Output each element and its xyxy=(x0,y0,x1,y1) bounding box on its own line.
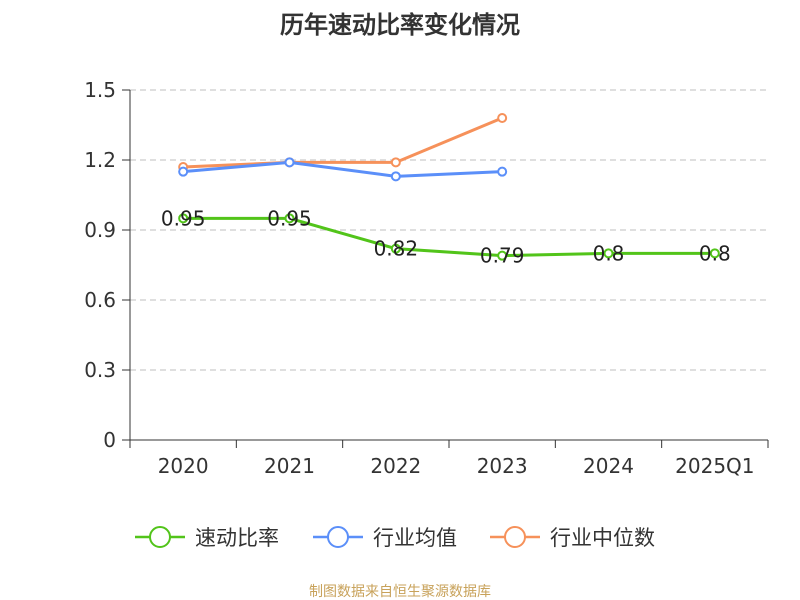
y-tick-label-3: 0.9 xyxy=(84,218,116,242)
axes: 0 0.3 0.6 0.9 1.2 1.5 2020 2021 2022 2023 2024 2025… xyxy=(84,78,769,478)
grid xyxy=(130,89,768,371)
series-2-point-2 xyxy=(390,157,401,168)
series-1-point-0 xyxy=(178,166,189,177)
series-0-point-3 xyxy=(497,250,508,261)
series-group xyxy=(178,113,720,261)
legend-swatch-marker-0 xyxy=(149,526,171,548)
legend-item-0: 速动比率 xyxy=(135,526,279,550)
series-0-point-0 xyxy=(178,213,189,224)
data-label-3: 0.79 xyxy=(480,244,525,268)
legend-swatch-marker-1 xyxy=(327,526,349,548)
x-tick-label-1: 2021 xyxy=(264,454,315,478)
series-1-point-3 xyxy=(497,166,508,177)
series-0-point-2 xyxy=(390,243,401,254)
x-tick-label-5: 2025Q1 xyxy=(675,454,754,478)
series-1-point-2 xyxy=(390,171,401,182)
series-line-0 xyxy=(181,216,717,258)
legend-label-1: 行业均值 xyxy=(373,526,457,550)
x-tick-label-2: 2022 xyxy=(370,454,421,478)
series-2-point-3 xyxy=(497,113,508,123)
series-1-point-1 xyxy=(284,157,295,168)
data-labels: 0.95 0.95 0.82 0.79 0.8 0.8 xyxy=(161,206,731,267)
x-tick-label-3: 2023 xyxy=(477,454,528,478)
legend-label-2: 行业中位数 xyxy=(550,526,655,550)
y-tick-label-2: 0.6 xyxy=(84,288,116,312)
data-label-2: 0.82 xyxy=(374,237,419,261)
legend-label-0: 速动比率 xyxy=(195,526,279,550)
series-0-point-4 xyxy=(603,248,614,259)
legend-item-1: 行业均值 xyxy=(313,526,457,550)
chart-title: 历年速动比率变化情况 xyxy=(280,11,520,39)
legend: 速动比率 行业均值 行业中位数 xyxy=(135,526,655,550)
y-tick-label-5: 1.5 xyxy=(84,78,116,102)
data-label-4: 0.8 xyxy=(593,241,625,265)
y-tick-label-1: 0.3 xyxy=(84,358,116,382)
series-0-point-5 xyxy=(709,248,720,259)
series-line-1 xyxy=(181,160,504,178)
x-tick-label-0: 2020 xyxy=(158,454,209,478)
y-tick-label-0: 0 xyxy=(103,428,116,452)
series-0-point-1 xyxy=(284,213,295,224)
legend-item-2: 行业中位数 xyxy=(490,526,655,550)
y-tick-label-4: 1.2 xyxy=(84,148,116,172)
legend-swatch-marker-2 xyxy=(504,526,526,548)
x-tick-label-4: 2024 xyxy=(583,454,634,478)
source-note: 制图数据来自恒生聚源数据库 xyxy=(309,584,491,600)
series-line-2 xyxy=(181,116,504,169)
data-label-5: 0.8 xyxy=(699,241,731,265)
data-label-0: 0.95 xyxy=(161,206,206,230)
data-label-1: 0.95 xyxy=(267,206,312,230)
